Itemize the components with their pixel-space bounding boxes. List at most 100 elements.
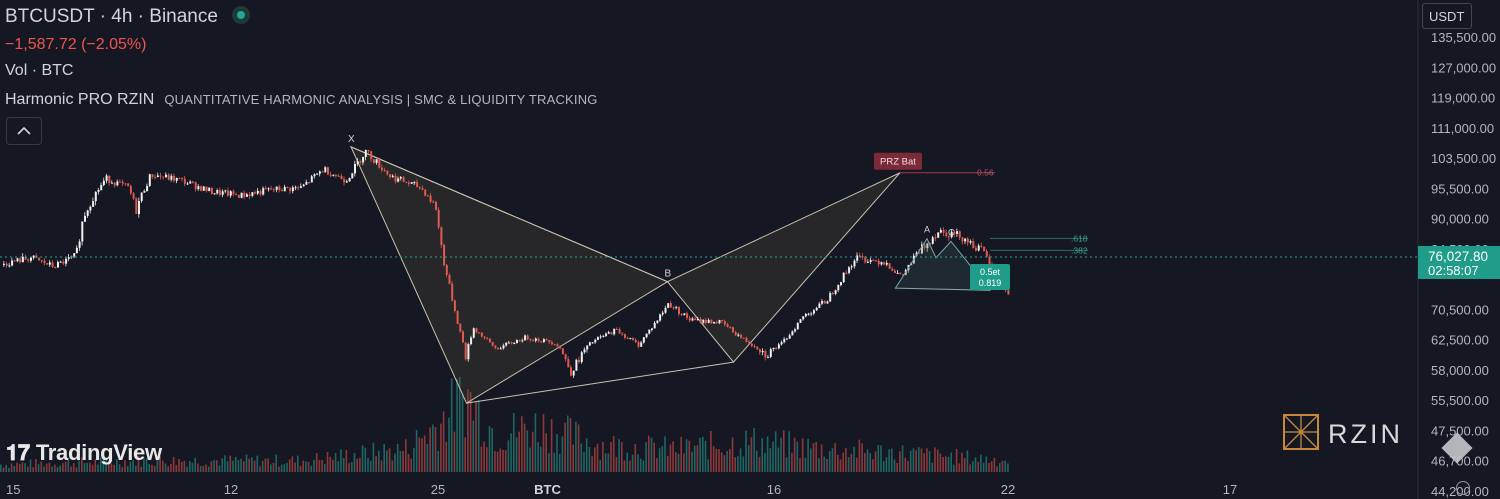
candle-body <box>710 319 713 324</box>
candle-body <box>418 187 421 189</box>
volume-bar <box>237 460 240 472</box>
volume-bar <box>750 437 753 472</box>
volume-bar <box>278 466 280 472</box>
volume-bar <box>699 437 701 472</box>
candle-body <box>40 260 43 262</box>
candle-body <box>591 342 594 344</box>
candle-body <box>448 274 451 284</box>
volume-bar <box>580 443 583 472</box>
indicator-legend[interactable]: Harmonic PRO RZIN QUANTITATIVE HARMONIC A… <box>5 91 598 109</box>
candle-body <box>683 313 686 315</box>
volume-bar <box>575 421 577 472</box>
volume-bar <box>24 463 26 472</box>
volume-bar <box>199 466 202 472</box>
volume-bar <box>178 459 180 472</box>
candle-body <box>478 332 481 334</box>
volume-bar <box>272 462 275 472</box>
candle-body <box>948 236 950 238</box>
volume-bar <box>799 458 801 472</box>
volume-bar <box>783 430 785 472</box>
volume-bar <box>693 445 696 472</box>
volume-bar <box>251 457 253 472</box>
volume-bar <box>734 457 736 472</box>
volume-bar <box>756 450 758 472</box>
volume-bar <box>342 458 345 472</box>
candle-body <box>637 342 640 347</box>
symbol-line[interactable]: BTCUSDT · 4h · Binance <box>5 6 218 27</box>
candle-body <box>183 178 186 184</box>
currency-selector[interactable]: USDT <box>1422 3 1472 29</box>
volume-bar <box>618 439 620 472</box>
volume-bar <box>496 451 499 472</box>
candle-body <box>167 174 170 180</box>
symbol-header[interactable]: BTCUSDT · 4h · Binance <box>5 6 250 28</box>
volume-bar <box>197 463 199 472</box>
candle-body <box>734 332 737 336</box>
settings-gear-icon[interactable] <box>1456 481 1470 495</box>
volume-bar <box>491 428 493 472</box>
volume-bar <box>156 460 159 472</box>
candle-body <box>354 163 356 174</box>
volume-bar <box>305 461 307 472</box>
candle-body <box>699 318 702 323</box>
candle-body <box>243 192 246 197</box>
volume-indicator-label[interactable]: Vol · BTC <box>5 62 74 79</box>
candle-body <box>30 257 32 261</box>
volume-bar <box>321 459 323 472</box>
volume-bar <box>232 460 234 472</box>
volume-bar <box>180 461 183 472</box>
candle-body <box>383 170 386 172</box>
volume-bar <box>81 457 83 472</box>
y-tick-label: 103,500.00 <box>1431 151 1496 166</box>
candle-body <box>942 230 945 233</box>
volume-bar <box>108 461 110 472</box>
candle-body <box>251 192 254 196</box>
volume-bar <box>270 464 272 472</box>
candle-body <box>656 320 659 323</box>
volume-bar <box>21 462 24 472</box>
volume-bar <box>882 461 885 472</box>
volume-bar <box>918 447 920 472</box>
candle-body <box>605 333 608 336</box>
volume-bar <box>121 467 124 472</box>
candle-body <box>148 174 151 186</box>
candle-body <box>786 338 788 340</box>
candle-body <box>769 349 772 357</box>
volume-bar <box>318 460 321 472</box>
collapse-legend-button[interactable] <box>6 117 42 145</box>
harmonic-pattern[interactable]: XB <box>348 134 901 404</box>
volume-bar <box>151 464 153 472</box>
volume-bar <box>226 461 229 472</box>
candle-body <box>834 290 837 294</box>
candle-body <box>210 187 213 195</box>
volume-bar <box>888 449 890 472</box>
volume-bar <box>467 389 469 472</box>
candle-body <box>453 300 456 312</box>
candle-body <box>67 257 70 259</box>
candle-body <box>291 187 294 192</box>
volume-bar <box>224 455 226 472</box>
candle-body <box>127 183 130 187</box>
indicator-name[interactable]: Harmonic PRO RZIN <box>5 91 155 108</box>
candle-body <box>759 349 761 353</box>
volume-bar <box>469 391 472 472</box>
candle-body <box>667 303 670 308</box>
y-tick-label: 62,500.00 <box>1431 333 1489 348</box>
candle-body <box>972 241 975 248</box>
volume-bar <box>810 448 812 472</box>
candle-body <box>559 346 562 349</box>
volume-bar <box>245 454 248 472</box>
volume-bar <box>329 456 331 472</box>
volume-bar <box>553 452 556 472</box>
volume-bar <box>988 463 990 472</box>
candle-body <box>507 342 510 344</box>
volume-bar <box>855 457 858 472</box>
volume-bar <box>299 465 302 472</box>
volume-bar <box>831 448 834 472</box>
candle-body <box>975 247 977 251</box>
candle-body <box>821 301 824 304</box>
volume-bar <box>40 461 43 472</box>
candle-body <box>235 194 238 196</box>
candle-body <box>162 176 165 178</box>
